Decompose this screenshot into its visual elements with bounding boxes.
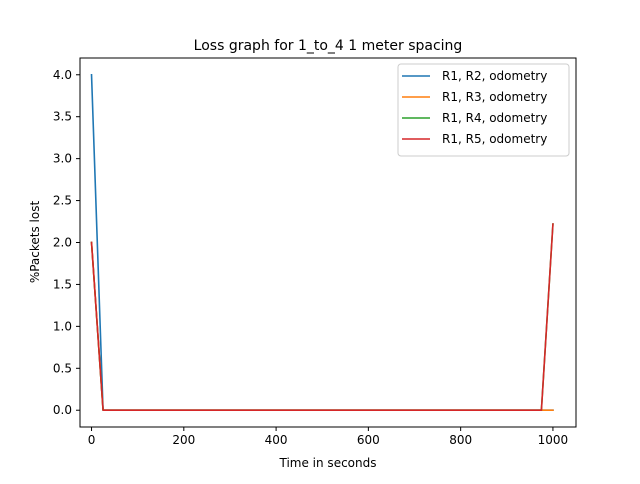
y-tick-label: 3.5 xyxy=(53,110,72,124)
x-tick-label: 400 xyxy=(265,433,288,447)
x-tick-label: 600 xyxy=(357,433,380,447)
legend: R1, R2, odometry R1, R3, odometry R1, R4, … xyxy=(397,63,570,157)
legend-label-3: R1, R4, odometry xyxy=(442,111,547,125)
y-tick-label: 1.0 xyxy=(53,319,72,333)
y-tick-label: 0.0 xyxy=(53,403,72,417)
x-tick-label: 0 xyxy=(88,433,96,447)
series-line-2 xyxy=(90,241,554,412)
chart-title: Loss graph for 1_to_4 1 meter spacing xyxy=(194,38,463,54)
y-tick-label: 4.0 xyxy=(53,68,72,82)
y-tick-label: 2.5 xyxy=(53,194,72,208)
y-tick-label: 1.5 xyxy=(53,277,72,291)
y-tick-label: 2.0 xyxy=(53,236,72,250)
series-line-4 xyxy=(90,223,554,412)
y-tick-label: 3.0 xyxy=(53,152,72,166)
legend-box xyxy=(397,63,570,157)
legend-label-4: R1, R5, odometry xyxy=(442,132,547,146)
x-axis-label: Time in seconds xyxy=(279,456,377,470)
x-tick-label: 800 xyxy=(449,433,472,447)
y-axis-label: %Packets lost xyxy=(28,201,42,284)
y-tick-label: 0.5 xyxy=(53,361,72,375)
series-line-3 xyxy=(90,223,554,412)
x-tick-label: 1000 xyxy=(538,433,569,447)
x-tick-label: 200 xyxy=(172,433,195,447)
legend-label-1: R1, R2, odometry xyxy=(442,69,547,83)
legend-label-2: R1, R3, odometry xyxy=(442,90,547,104)
